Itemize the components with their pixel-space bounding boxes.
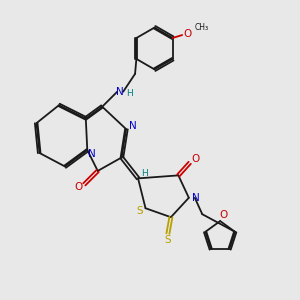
Text: S: S: [165, 235, 171, 245]
Text: O: O: [75, 182, 83, 192]
Text: N: N: [129, 121, 136, 131]
Text: N: N: [88, 148, 96, 159]
Text: S: S: [136, 206, 143, 216]
Text: H: H: [141, 169, 148, 178]
Text: H: H: [126, 89, 133, 98]
Text: CH₃: CH₃: [194, 23, 208, 32]
Text: O: O: [183, 28, 192, 38]
Text: N: N: [191, 193, 199, 203]
Text: O: O: [219, 209, 227, 220]
Text: N: N: [116, 87, 124, 97]
Text: O: O: [192, 154, 200, 164]
